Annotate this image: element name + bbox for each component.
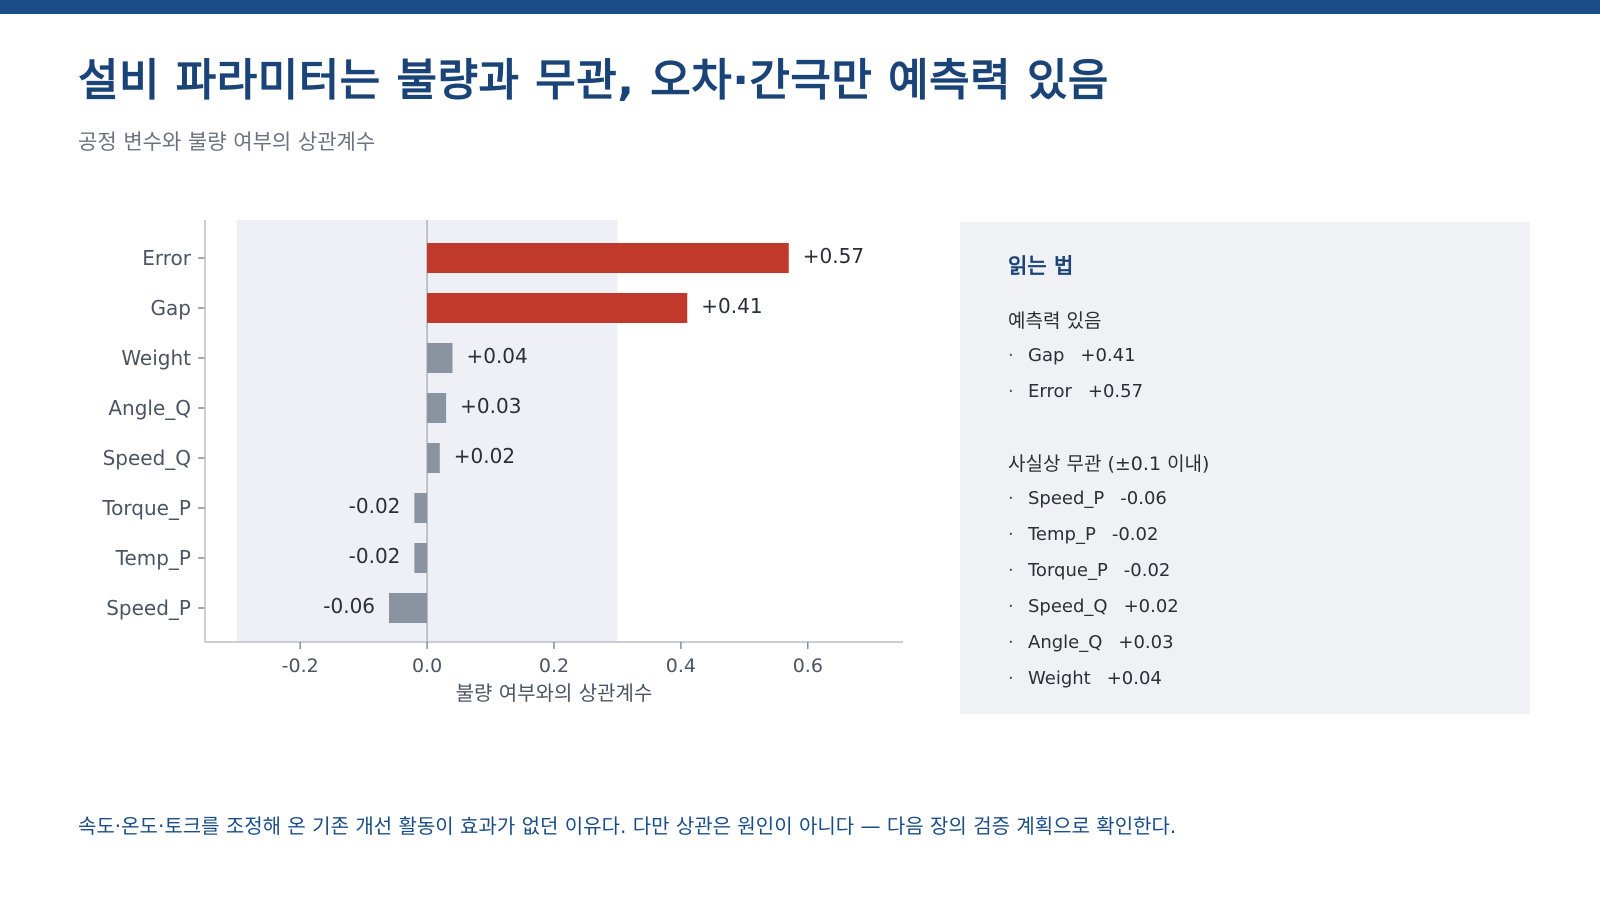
legend-item-name: Torque_P: [1028, 560, 1108, 581]
value-label: -0.02: [349, 544, 401, 568]
legend-item: · Error +0.57: [1008, 381, 1530, 417]
legend-item-value: +0.57: [1087, 381, 1144, 402]
bullet: ·: [1008, 668, 1014, 689]
value-label: +0.03: [460, 394, 521, 418]
irrelevant-group: 사실상 무관 (±0.1 이내) · Speed_P -0.06 · Temp_…: [1008, 449, 1530, 704]
bar-gap: [427, 293, 688, 323]
footer-note: 속도·온도·토크를 조정해 온 기존 개선 활동이 효과가 없던 이유다. 다만…: [78, 814, 1177, 838]
category-label: Temp_P: [115, 546, 191, 570]
value-label: -0.06: [323, 594, 375, 618]
category-label: Torque_P: [101, 496, 191, 520]
legend-item: · Speed_P -0.06: [1008, 488, 1530, 524]
value-label: +0.02: [454, 444, 515, 468]
legend-item-name: Temp_P: [1028, 524, 1096, 545]
category-label: Speed_Q: [103, 446, 191, 470]
bullet: ·: [1008, 632, 1014, 653]
reading-guide-title: 읽는 법: [1008, 254, 1074, 278]
legend-item-name: Angle_Q: [1028, 632, 1103, 653]
legend-item-value: +0.04: [1106, 668, 1162, 689]
value-label: -0.02: [349, 494, 401, 518]
legend-item: · Speed_Q +0.02: [1008, 596, 1530, 632]
predictive-group-title: 예측력 있음: [1008, 310, 1102, 332]
value-label: +0.04: [466, 344, 527, 368]
legend-item-name: Speed_Q: [1028, 596, 1108, 617]
x-tick-label: 0.6: [793, 655, 823, 677]
category-label: Angle_Q: [108, 396, 191, 420]
predictive-group: 예측력 있음 · Gap +0.41 · Error +0.57: [1008, 306, 1530, 417]
bar-error: [427, 243, 789, 273]
value-label: +0.57: [803, 244, 864, 268]
legend-item-name: Error: [1028, 381, 1072, 402]
x-tick-label: 0.0: [412, 655, 442, 677]
legend-item-value: +0.41: [1080, 345, 1136, 366]
category-label: Gap: [151, 296, 191, 320]
bar-speed-q: [427, 443, 440, 473]
category-label: Speed_P: [106, 596, 191, 620]
legend-item-name: Gap: [1028, 345, 1065, 366]
top-accent-bar: [0, 0, 1600, 14]
bullet: ·: [1008, 488, 1014, 509]
legend-item-value: -0.06: [1120, 488, 1167, 509]
x-tick-label: 0.2: [539, 655, 569, 677]
bar-speed-p: [389, 593, 428, 623]
bullet: ·: [1008, 596, 1014, 617]
reading-guide-panel: 읽는 법 예측력 있음 · Gap +0.41 · Error +0.57 사실…: [960, 222, 1530, 714]
legend-item-name: Weight: [1028, 668, 1091, 689]
x-tick-label: -0.2: [282, 655, 319, 677]
bullet: ·: [1008, 524, 1014, 545]
bullet: ·: [1008, 381, 1014, 402]
correlation-bar-chart: Error +0.57 Gap +0.41 Weight +0.04 Angle_Q +0.0…: [101, 220, 903, 705]
legend-item-value: +0.02: [1123, 596, 1179, 617]
bullet: ·: [1008, 345, 1014, 366]
legend-item-value: -0.02: [1123, 560, 1171, 581]
legend-item-name: Speed_P: [1028, 488, 1105, 509]
legend-item: · Weight +0.04: [1008, 668, 1530, 704]
bar-temp-p: [414, 543, 428, 573]
x-tick-label: 0.4: [666, 655, 696, 677]
legend-item-value: -0.02: [1111, 524, 1159, 545]
category-label: Error: [142, 246, 192, 270]
bar-torque-p: [414, 493, 428, 523]
page-title: 설비 파라미터는 불량과 무관, 오차·간극만 예측력 있음: [78, 55, 1109, 106]
irrelevant-group-title: 사실상 무관 (±0.1 이내): [1008, 453, 1210, 475]
value-label: +0.41: [701, 294, 762, 318]
legend-item: · Gap +0.41: [1008, 345, 1530, 381]
x-axis-label: 불량 여부와의 상관계수: [456, 681, 653, 705]
bar-angle-q: [427, 393, 447, 423]
page-subtitle: 공정 변수와 불량 여부의 상관계수: [78, 130, 376, 154]
bar-weight: [427, 343, 453, 373]
bullet: ·: [1008, 560, 1014, 581]
legend-item: · Angle_Q +0.03: [1008, 632, 1530, 668]
legend-item: · Torque_P -0.02: [1008, 560, 1530, 596]
legend-item: · Temp_P -0.02: [1008, 524, 1530, 560]
legend-item-value: +0.03: [1118, 632, 1174, 653]
category-label: Weight: [121, 346, 191, 370]
